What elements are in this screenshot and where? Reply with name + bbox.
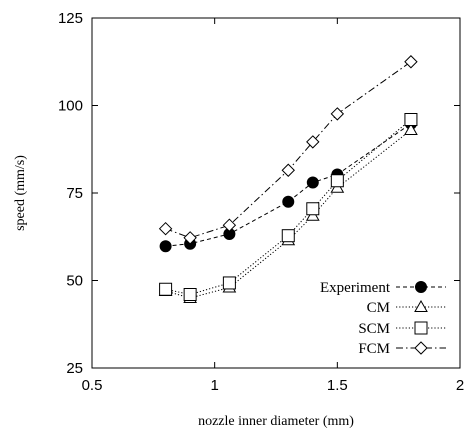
data-point bbox=[282, 195, 295, 208]
x-tick-label: 1 bbox=[210, 377, 218, 394]
series-cm bbox=[158, 122, 418, 303]
data-point bbox=[183, 231, 197, 245]
legend-marker bbox=[414, 321, 428, 335]
legend-item: SCM bbox=[358, 321, 446, 337]
series-fcm bbox=[158, 55, 418, 245]
data-point bbox=[330, 174, 344, 188]
series-line bbox=[165, 123, 412, 247]
y-tick-label: 25 bbox=[66, 360, 83, 377]
y-tick-label: 125 bbox=[58, 10, 83, 27]
legend-label: SCM bbox=[358, 321, 390, 337]
legend-marker bbox=[414, 299, 428, 312]
data-point bbox=[183, 288, 197, 301]
legend-item: FCM bbox=[358, 341, 446, 357]
legend-marker bbox=[414, 341, 428, 355]
x-tick-label: 1.5 bbox=[327, 377, 348, 394]
y-tick-label: 75 bbox=[66, 185, 83, 202]
data-point bbox=[159, 240, 172, 253]
x-axis-label: nozzle inner diameter (mm) bbox=[198, 414, 354, 429]
series-line bbox=[165, 129, 412, 299]
legend: Experiment CM SCM FCM bbox=[320, 280, 446, 357]
data-point bbox=[159, 282, 173, 296]
x-tick-label: 0.5 bbox=[82, 377, 103, 394]
plot-frame bbox=[91, 17, 461, 369]
data-point bbox=[306, 176, 319, 189]
data-point bbox=[404, 113, 418, 126]
y-axis-label: speed (mm/s) bbox=[13, 155, 28, 231]
data-point bbox=[306, 135, 320, 149]
series-scm bbox=[159, 113, 418, 301]
x-tick-label: 2 bbox=[456, 377, 464, 394]
legend-item: CM bbox=[367, 299, 446, 316]
data-point bbox=[222, 218, 237, 232]
legend-item: Experiment bbox=[320, 280, 446, 296]
y-tick-label: 100 bbox=[58, 98, 83, 115]
legend-marker bbox=[415, 281, 427, 293]
data-point bbox=[306, 202, 320, 216]
data-point bbox=[330, 107, 345, 121]
y-tick-label: 50 bbox=[66, 273, 83, 290]
legend-label: CM bbox=[367, 300, 390, 316]
data-point bbox=[404, 122, 418, 135]
data-point bbox=[158, 221, 173, 236]
data-point bbox=[281, 163, 295, 177]
legend-label: Experiment bbox=[320, 280, 391, 296]
legend-label: FCM bbox=[358, 341, 390, 357]
data-point bbox=[222, 276, 236, 290]
data-point bbox=[404, 55, 418, 69]
data-point bbox=[281, 229, 295, 243]
